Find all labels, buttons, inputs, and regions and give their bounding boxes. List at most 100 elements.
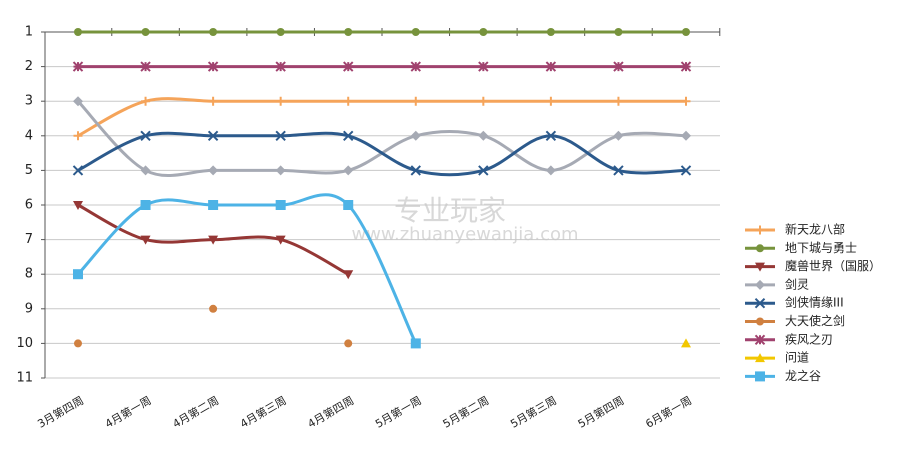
- marker: [209, 28, 218, 36]
- y-tick-label: 10: [16, 336, 33, 351]
- legend-label: 大天使之剑: [785, 313, 845, 328]
- legend-label: 龙之谷: [785, 369, 821, 383]
- series-line: [77, 97, 686, 138]
- marker: [343, 200, 354, 210]
- marker: [614, 28, 623, 36]
- marker: [613, 96, 623, 106]
- marker: [343, 130, 354, 142]
- marker: [208, 165, 219, 176]
- marker: [343, 165, 354, 176]
- legend-marker: [755, 371, 765, 382]
- marker: [276, 96, 286, 106]
- y-tick-label: 4: [25, 128, 33, 143]
- marker: [478, 130, 489, 141]
- marker: [478, 165, 489, 176]
- marker: [140, 61, 151, 72]
- series-line: [77, 131, 687, 177]
- legend-label: 新天龙八部: [785, 222, 845, 237]
- marker: [275, 200, 286, 210]
- marker: [72, 61, 84, 72]
- marker: [74, 28, 82, 36]
- watermark-url: www.zhuanyewanjia.com: [351, 224, 578, 245]
- y-tick-label: 3: [25, 94, 33, 109]
- legend-label: 问道: [785, 351, 809, 365]
- marker: [73, 96, 83, 107]
- marker: [478, 61, 489, 72]
- marker: [276, 28, 285, 36]
- marker: [207, 130, 219, 142]
- marker: [208, 200, 219, 210]
- marker: [275, 165, 286, 176]
- legend-marker: [755, 279, 765, 290]
- marker: [141, 96, 151, 106]
- marker: [680, 165, 692, 176]
- legend-label: 疾风之刃: [785, 331, 833, 346]
- legend-marker: [756, 317, 764, 326]
- marker: [209, 304, 218, 313]
- marker: [275, 61, 286, 72]
- marker: [140, 235, 151, 245]
- y-tick-label: 5: [25, 163, 33, 178]
- legend-marker: [755, 262, 765, 272]
- watermark: 专业玩家: [394, 194, 506, 227]
- y-tick-label: 9: [25, 301, 33, 316]
- marker: [545, 130, 557, 142]
- legend-label: 剑灵: [785, 276, 809, 291]
- legend-marker: [754, 297, 766, 309]
- y-tick-label: 11: [16, 371, 33, 386]
- y-tick-label: 1: [25, 25, 33, 40]
- marker: [343, 61, 354, 72]
- legend-marker: [755, 225, 765, 235]
- marker: [681, 96, 691, 106]
- marker: [343, 96, 353, 106]
- legend-label: 魔兽世界（国服）: [785, 258, 881, 273]
- marker: [545, 61, 557, 72]
- marker: [73, 201, 83, 210]
- y-tick-label: 8: [25, 267, 33, 282]
- marker: [411, 96, 421, 106]
- y-tick-label: 2: [25, 59, 33, 74]
- series-line: [76, 100, 687, 178]
- y-tick-label: 6: [25, 198, 33, 213]
- series-line: [76, 193, 418, 345]
- marker: [141, 28, 150, 36]
- marker: [410, 338, 421, 349]
- marker: [546, 28, 555, 36]
- marker: [208, 96, 218, 106]
- y-tick-label: 7: [25, 232, 33, 247]
- legend-marker: [755, 353, 765, 363]
- marker: [344, 339, 353, 348]
- marker: [208, 235, 219, 245]
- legend-label: 地下城与勇士: [785, 241, 857, 255]
- marker: [140, 200, 151, 210]
- marker: [411, 28, 420, 36]
- marker: [681, 130, 691, 141]
- marker: [140, 130, 151, 142]
- marker: [680, 61, 692, 72]
- marker: [275, 235, 286, 245]
- marker: [682, 28, 690, 36]
- marker: [410, 61, 421, 72]
- marker: [74, 339, 82, 348]
- marker: [479, 28, 488, 36]
- marker: [478, 96, 488, 106]
- marker: [545, 165, 556, 176]
- marker: [613, 61, 624, 72]
- marker: [73, 131, 83, 141]
- marker: [613, 165, 624, 176]
- marker: [140, 165, 151, 176]
- marker: [410, 130, 421, 141]
- marker: [410, 165, 421, 176]
- marker: [344, 28, 353, 36]
- legend-marker: [756, 244, 764, 253]
- marker: [275, 130, 286, 142]
- marker: [343, 270, 354, 280]
- marker: [613, 130, 624, 141]
- marker: [73, 269, 83, 280]
- marker: [681, 338, 691, 348]
- legend-marker: [754, 334, 766, 346]
- legend-label: 剑侠情缘III: [785, 295, 844, 310]
- marker: [207, 61, 219, 72]
- marker: [546, 96, 556, 106]
